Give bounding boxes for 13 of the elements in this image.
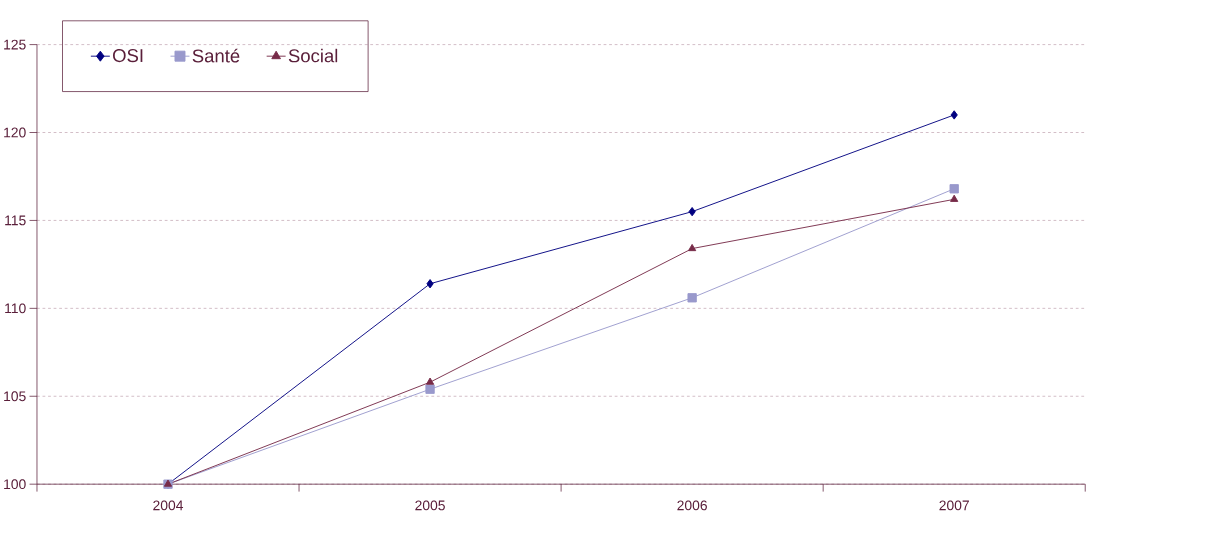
x-tick-label: 2004 xyxy=(153,500,184,511)
x-tick-label: 2006 xyxy=(677,500,707,511)
y-tick-label: 100 xyxy=(4,479,26,489)
x-tick-label: 2005 xyxy=(415,500,445,511)
y-tick-label: 125 xyxy=(4,39,26,50)
y-tick-label: 105 xyxy=(4,391,26,402)
y-tick-label: 120 xyxy=(4,127,26,138)
x-tick-label: 2007 xyxy=(939,500,969,511)
legend-label: Social xyxy=(288,48,338,63)
y-tick-label: 115 xyxy=(5,215,26,226)
legend-label: OSI xyxy=(113,48,143,62)
y-tick-label: 110 xyxy=(5,303,26,314)
legend-label: Santé xyxy=(192,48,240,63)
